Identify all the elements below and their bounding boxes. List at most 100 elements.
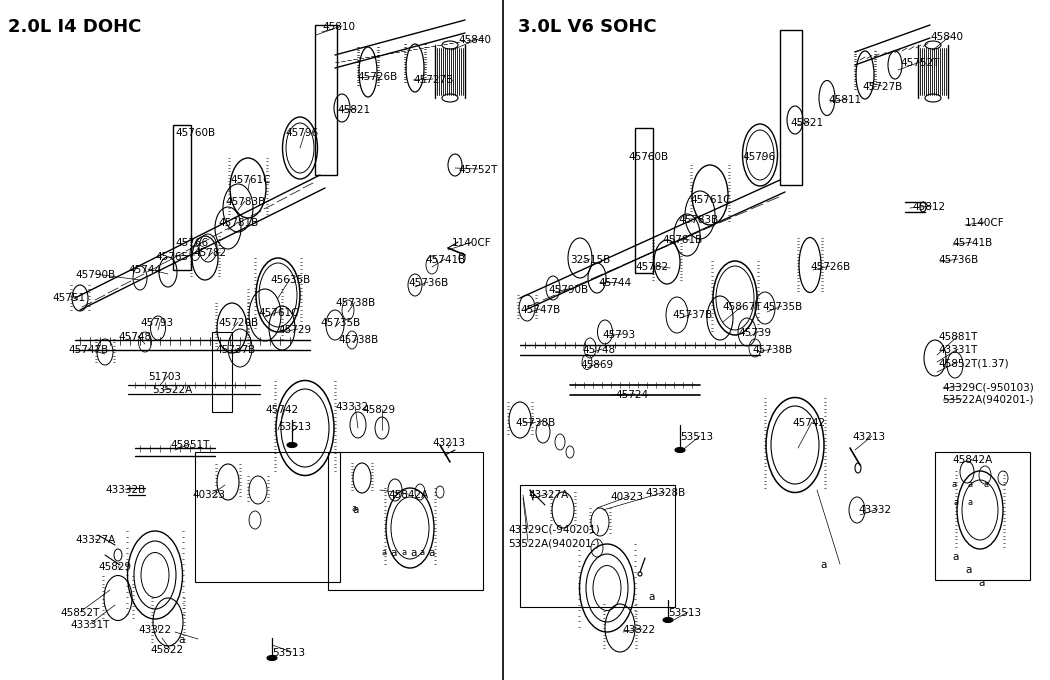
Text: a: a <box>952 552 959 562</box>
Text: a: a <box>420 548 425 557</box>
Text: 45726B: 45726B <box>810 262 851 272</box>
Text: 45761C: 45761C <box>230 175 271 185</box>
Text: 45751: 45751 <box>52 293 85 303</box>
Text: 45635B: 45635B <box>270 275 310 285</box>
Text: 45747B: 45747B <box>68 345 108 355</box>
Text: 45729: 45729 <box>278 325 311 335</box>
Text: 45727B: 45727B <box>413 75 454 85</box>
Text: 45781B: 45781B <box>218 218 258 228</box>
Text: a: a <box>953 498 958 507</box>
Text: 45747B: 45747B <box>520 305 561 315</box>
Text: a: a <box>382 548 387 557</box>
Text: 53522A: 53522A <box>152 385 192 395</box>
Text: 45742: 45742 <box>265 405 298 415</box>
Text: 45748: 45748 <box>118 332 151 342</box>
Text: 45782: 45782 <box>193 248 226 258</box>
Bar <box>195 452 340 582</box>
Text: 45796: 45796 <box>285 128 318 138</box>
Bar <box>328 452 483 590</box>
Text: 45783B: 45783B <box>678 215 718 225</box>
Text: 45752T: 45752T <box>900 58 940 68</box>
Ellipse shape <box>287 443 297 447</box>
Text: 43332B: 43332B <box>105 485 145 495</box>
Text: 45739: 45739 <box>738 328 771 338</box>
Text: 43327A: 43327A <box>75 535 116 545</box>
Text: 45766: 45766 <box>175 238 208 248</box>
Text: 45821: 45821 <box>790 118 823 128</box>
Text: 53513: 53513 <box>272 648 306 658</box>
Text: 45881T: 45881T <box>938 332 978 342</box>
Text: 43213: 43213 <box>852 432 885 442</box>
Text: a: a <box>352 505 358 515</box>
Text: 1140CF: 1140CF <box>965 218 1005 228</box>
Text: a: a <box>978 578 985 588</box>
Text: 53513: 53513 <box>668 608 701 618</box>
Text: 45840: 45840 <box>458 35 491 45</box>
Text: a: a <box>390 548 397 558</box>
Text: a: a <box>428 548 435 558</box>
Text: 43332: 43332 <box>335 402 369 412</box>
Ellipse shape <box>267 656 277 660</box>
Text: 43322: 43322 <box>622 625 655 635</box>
Text: 45736B: 45736B <box>408 278 448 288</box>
Text: a: a <box>178 635 185 645</box>
Text: a: a <box>983 480 988 489</box>
Text: 45737B: 45737B <box>672 310 712 320</box>
Text: 45796: 45796 <box>742 152 775 162</box>
Text: a: a <box>968 498 973 507</box>
Text: 45765: 45765 <box>155 252 188 262</box>
Text: 45738B: 45738B <box>338 335 378 345</box>
Bar <box>173 125 191 270</box>
Text: 40323: 40323 <box>192 490 225 500</box>
Text: 45790B: 45790B <box>548 285 588 295</box>
Text: 45738B: 45738B <box>514 418 555 428</box>
Text: 45761C: 45761C <box>258 308 298 318</box>
Text: 45829: 45829 <box>98 562 131 572</box>
Text: 45760B: 45760B <box>628 152 668 162</box>
Text: 45727B: 45727B <box>862 82 902 92</box>
Bar <box>315 25 337 175</box>
Text: 45790B: 45790B <box>75 270 116 280</box>
Text: 45822: 45822 <box>150 645 183 655</box>
Text: 45761C: 45761C <box>690 195 731 205</box>
Text: 45782: 45782 <box>635 262 668 272</box>
Text: 45738B: 45738B <box>335 298 375 308</box>
Text: 40323: 40323 <box>610 492 643 502</box>
Text: 45742: 45742 <box>792 418 825 428</box>
Text: 45720B: 45720B <box>218 318 258 328</box>
Bar <box>934 452 1030 580</box>
Text: 43213: 43213 <box>432 438 465 448</box>
Text: 45748: 45748 <box>582 345 615 355</box>
Text: 43329C(-950103): 43329C(-950103) <box>942 382 1034 392</box>
Text: 53522A(940201-): 53522A(940201-) <box>508 538 600 548</box>
Text: 45842A: 45842A <box>388 490 428 500</box>
Text: 43331T: 43331T <box>70 620 109 630</box>
Text: 45744: 45744 <box>128 265 161 275</box>
Text: 43328B: 43328B <box>645 488 686 498</box>
Text: 45869: 45869 <box>580 360 613 370</box>
Text: 53522A(940201-): 53522A(940201-) <box>942 395 1033 405</box>
Text: 43322: 43322 <box>138 625 171 635</box>
Text: a: a <box>352 504 357 513</box>
Text: 45760B: 45760B <box>175 128 215 138</box>
Text: 45793: 45793 <box>602 330 635 340</box>
Text: a: a <box>820 560 826 570</box>
Text: 45840: 45840 <box>930 32 963 42</box>
Text: 45737B: 45737B <box>215 345 255 355</box>
Text: 53513: 53513 <box>680 432 713 442</box>
Text: 45842A: 45842A <box>952 455 992 465</box>
Text: 43331T: 43331T <box>938 345 978 355</box>
Text: a: a <box>402 548 407 557</box>
Text: 45738B: 45738B <box>752 345 793 355</box>
Text: a: a <box>410 548 417 558</box>
Text: 51703: 51703 <box>148 372 181 382</box>
Text: 45851T: 45851T <box>170 440 209 450</box>
Ellipse shape <box>675 447 685 452</box>
Bar <box>212 332 232 412</box>
Text: 45783B: 45783B <box>225 197 266 207</box>
Text: 1140CF: 1140CF <box>452 238 491 248</box>
Text: 45726B: 45726B <box>357 72 397 82</box>
Text: a: a <box>951 480 957 489</box>
Text: 43327A: 43327A <box>528 490 568 500</box>
Text: 45867T: 45867T <box>722 302 761 312</box>
